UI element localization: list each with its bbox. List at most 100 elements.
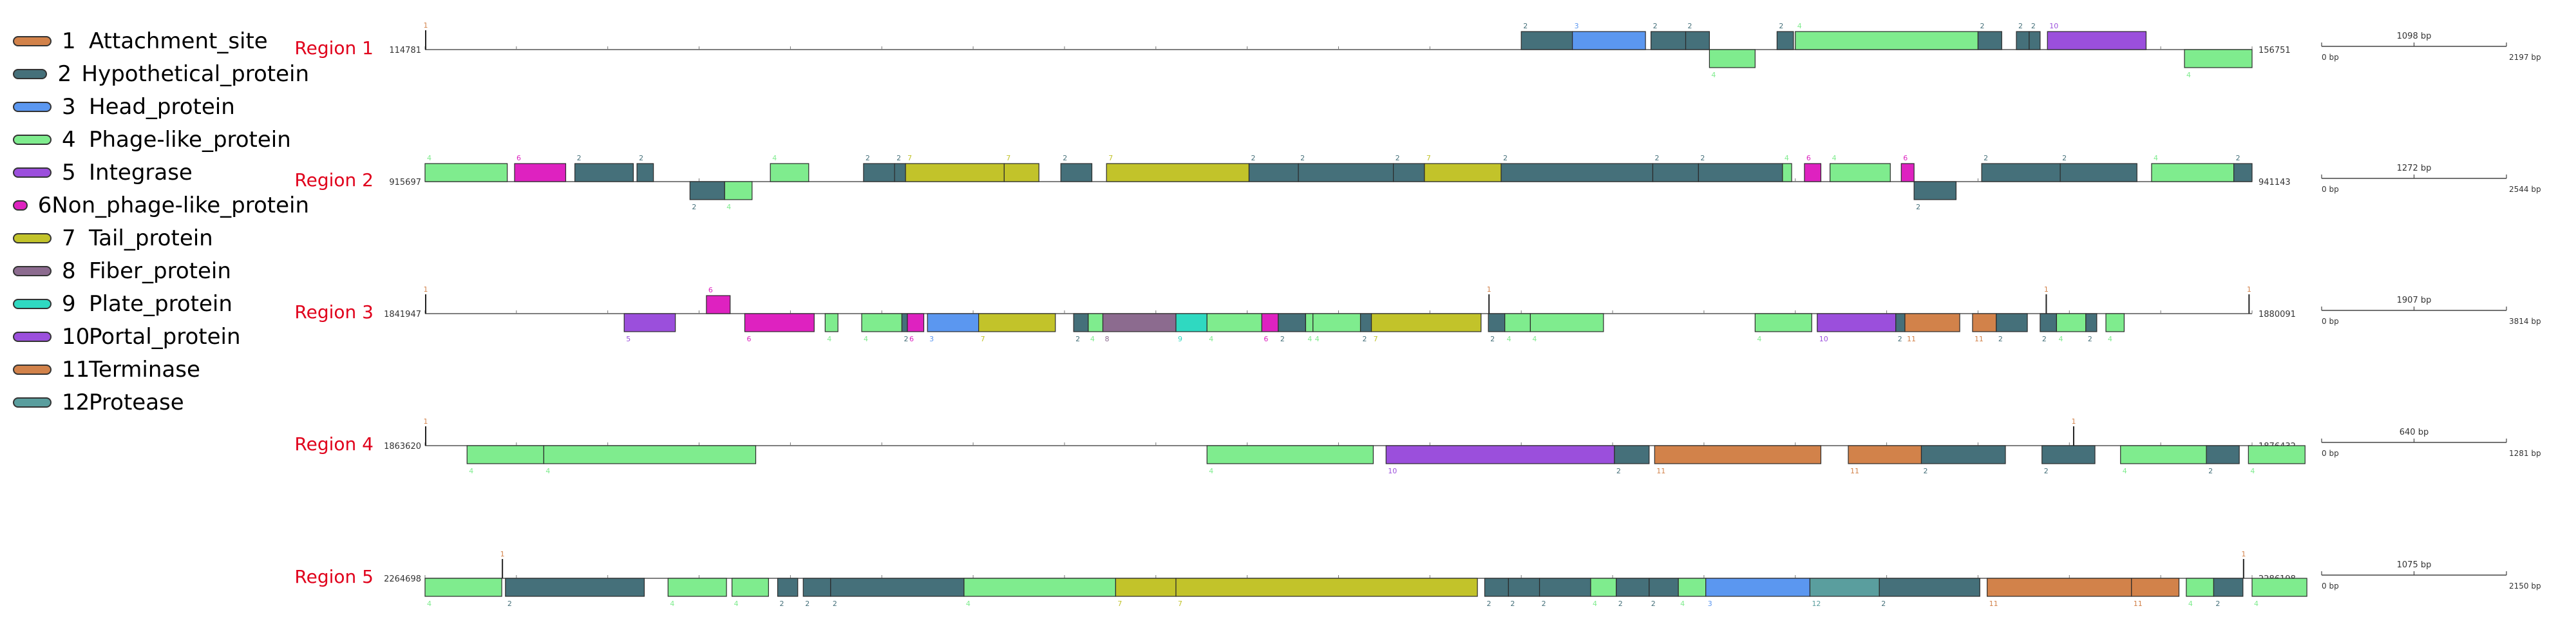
- gene-feature: [424, 578, 502, 597]
- region-end-coordinate: 941143: [2259, 178, 2291, 187]
- feature-type-number: 2: [1616, 467, 1621, 475]
- scale-bar-end: 2197 bp: [2509, 53, 2541, 62]
- feature-type-number: 1: [2241, 550, 2246, 558]
- gene-feature: [2060, 163, 2137, 182]
- gene-feature: [824, 313, 838, 332]
- gene-feature: [894, 163, 906, 182]
- feature-type-number: 4: [1832, 154, 1837, 162]
- feature-type-number: 2: [2031, 22, 2036, 30]
- scale-bar-label: 640 bp: [2400, 428, 2429, 437]
- gene-feature: [1060, 163, 1093, 182]
- feature-type-number: 4: [1209, 467, 1213, 475]
- feature-type-number: 2: [2215, 600, 2220, 608]
- gene-feature: [1913, 181, 1957, 200]
- feature-type-number: 2: [1653, 22, 1658, 30]
- legend-label: Portal_protein: [89, 323, 241, 350]
- gene-feature: [1088, 313, 1104, 332]
- gene-feature: [1904, 313, 1960, 332]
- feature-type-number: 2: [2044, 467, 2049, 475]
- gene-feature: [1776, 31, 1794, 50]
- feature-type-number: 4: [2058, 335, 2063, 343]
- region-start-coordinate: 114781: [389, 46, 421, 55]
- gene-feature: [1305, 313, 1314, 332]
- legend-swatch: [13, 200, 28, 211]
- gene-feature: [505, 578, 645, 597]
- region-end-coordinate: 156751: [2259, 46, 2291, 55]
- feature-type-number: 2: [1998, 335, 2003, 343]
- feature-type-number: 4: [427, 600, 431, 608]
- gene-feature: [1698, 163, 1783, 182]
- feature-type-number: 4: [469, 467, 473, 475]
- feature-type-number: 7: [907, 154, 912, 162]
- gene-feature: [2040, 313, 2058, 332]
- gene-feature: [2105, 313, 2125, 332]
- gene-feature: [1206, 445, 1374, 464]
- gene-feature: [1312, 313, 1361, 332]
- legend: 1 Attachment_site 2 Hypothetical_protein 3 He…: [13, 24, 309, 419]
- feature-type-number: 1: [2071, 417, 2076, 426]
- legend-swatch: [13, 265, 52, 276]
- feature-type-number: 11: [1850, 467, 1859, 475]
- feature-type-number: 4: [1680, 600, 1685, 608]
- gene-feature: [1709, 49, 1756, 68]
- scale-bar-end: 2544 bp: [2509, 185, 2541, 194]
- feature-type-number: 2: [1688, 22, 1692, 30]
- legend-swatch: [13, 364, 52, 375]
- gene-feature: [2029, 31, 2041, 50]
- gene-feature: [514, 163, 567, 182]
- gene-feature: [1616, 578, 1650, 597]
- feature-type-number: 2: [1980, 22, 1984, 30]
- feature-type-number: 4: [1209, 335, 1213, 343]
- legend-swatch: [13, 397, 52, 408]
- feature-type-number: 4: [1315, 335, 1320, 343]
- feature-type-number: 7: [1374, 335, 1378, 343]
- feature-type-number: 2: [1251, 154, 1255, 162]
- gene-feature: [1106, 163, 1250, 182]
- gene-feature: [863, 163, 895, 182]
- gene-feature: [2120, 445, 2207, 464]
- gene-feature: [1848, 445, 1922, 464]
- legend-item: 3 Head_protein: [13, 90, 309, 123]
- feature-type-number: 3: [929, 335, 934, 343]
- gene-feature: [1685, 31, 1710, 50]
- feature-type-number: 7: [1426, 154, 1431, 162]
- feature-type-number: 2: [896, 154, 901, 162]
- gene-feature: [2041, 445, 2096, 464]
- gene-feature: [1705, 578, 1811, 597]
- legend-number: 9: [62, 290, 76, 317]
- legend-number: 3: [62, 93, 76, 120]
- feature-type-number: 2: [1396, 154, 1400, 162]
- gene-feature: [1782, 163, 1792, 182]
- gene-feature: [1530, 313, 1604, 332]
- gene-feature: [2085, 313, 2098, 332]
- gene-feature: [1972, 313, 1997, 332]
- gene-feature: [1508, 578, 1540, 597]
- feature-type-number: 4: [734, 600, 739, 608]
- gene-feature: [1102, 313, 1177, 332]
- feature-type-number: 6: [708, 286, 713, 294]
- legend-item: 9 Plate_protein: [13, 287, 309, 320]
- gene-feature: [2016, 31, 2030, 50]
- feature-type-number: 2: [1510, 600, 1515, 608]
- legend-label: Non_phage-like_protein: [52, 192, 309, 218]
- legend-item: 8 Fiber_protein: [13, 254, 309, 287]
- feature-type-number: 4: [545, 467, 550, 475]
- feature-type-number: 2: [1486, 600, 1491, 608]
- gene-feature: [744, 313, 815, 332]
- feature-type-number: 4: [1307, 335, 1312, 343]
- gene-feature: [1298, 163, 1394, 182]
- gene-feature: [1895, 313, 1906, 332]
- feature-type-number: 2: [1898, 335, 1902, 343]
- legend-swatch: [13, 101, 52, 112]
- scale-bar-label: 1098 bp: [2397, 32, 2432, 41]
- scale-bar-end: 2150 bp: [2509, 582, 2541, 591]
- feature-type-number: 1: [1487, 285, 1492, 294]
- legend-number: 1: [62, 28, 76, 54]
- legend-item: 4 Phage-like_protein: [13, 123, 309, 156]
- feature-type-number: 4: [1532, 335, 1537, 343]
- gene-feature: [1977, 31, 2002, 50]
- legend-label: Hypothetical_protein: [81, 61, 309, 87]
- legend-label: Plate_protein: [89, 290, 232, 317]
- gene-feature: [1484, 578, 1509, 597]
